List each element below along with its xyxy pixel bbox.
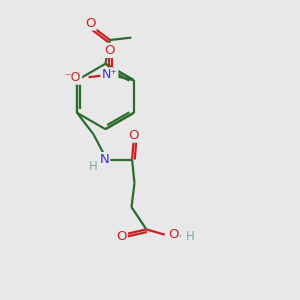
Text: O: O: [104, 44, 115, 57]
Text: O: O: [168, 228, 179, 241]
Text: O: O: [85, 16, 96, 30]
Text: O: O: [116, 230, 127, 243]
Text: O: O: [128, 129, 139, 142]
Text: N⁺: N⁺: [101, 68, 117, 81]
Text: N: N: [100, 153, 109, 166]
Text: H: H: [89, 160, 98, 173]
Text: ⁻O: ⁻O: [64, 71, 81, 84]
Text: H: H: [186, 230, 194, 243]
